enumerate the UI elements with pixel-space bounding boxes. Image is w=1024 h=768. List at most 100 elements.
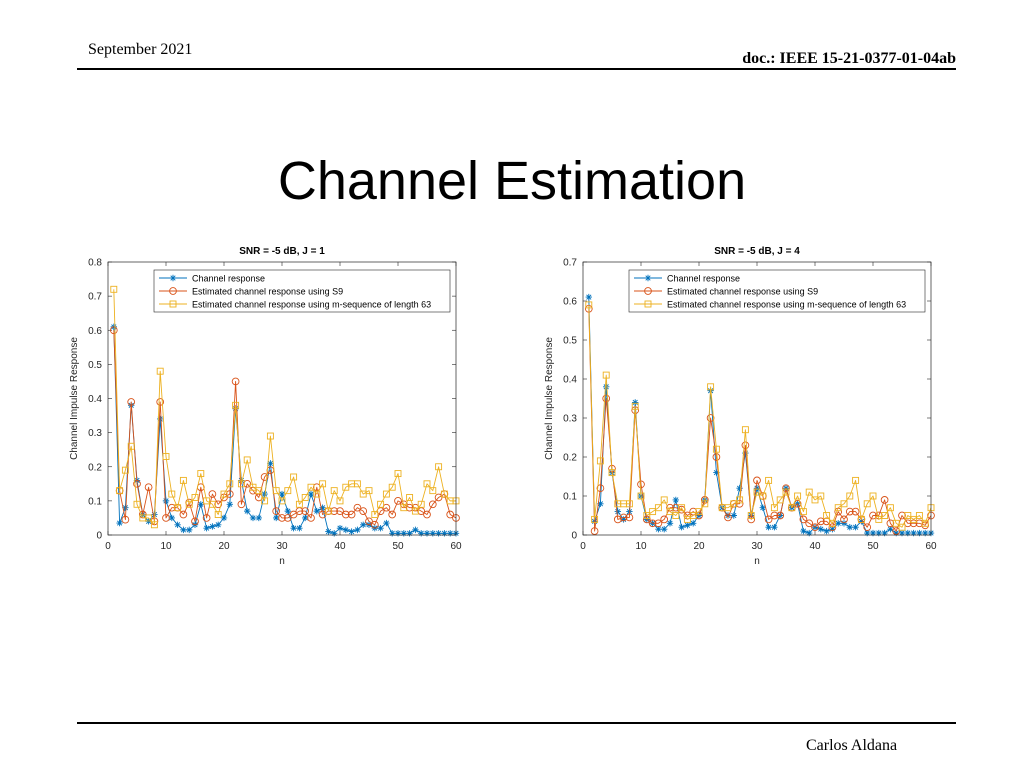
y-tick-label: 0.6 <box>88 326 102 337</box>
series-3-point <box>284 487 292 495</box>
series-2-point <box>648 519 657 528</box>
series-1-point <box>864 529 871 537</box>
series-1-point <box>655 525 662 533</box>
series-3-point <box>133 500 141 508</box>
series-1-point <box>441 530 448 537</box>
series-2-point <box>365 517 373 526</box>
series-1-point <box>226 501 233 508</box>
series-1-point <box>406 530 413 537</box>
series-3-point <box>243 456 251 464</box>
series-1-point <box>186 526 193 534</box>
y-tick-label: 0.1 <box>563 492 577 503</box>
series-1-point <box>904 529 911 537</box>
series-3-point <box>846 492 854 500</box>
legend-entry: Estimated channel response using S9 <box>192 286 343 296</box>
series-3-point <box>197 470 205 478</box>
series-3-point <box>208 500 216 508</box>
series-1-point <box>447 530 454 537</box>
series-1-point <box>418 530 425 537</box>
series-1-point <box>302 514 309 522</box>
series-1-point <box>400 530 407 537</box>
series-1-point <box>325 528 332 535</box>
series-2-point <box>851 507 860 516</box>
y-tick-label: 0.5 <box>88 360 102 371</box>
series-1-point <box>800 527 807 535</box>
series-2-point <box>191 517 199 526</box>
series-3-point <box>660 496 668 504</box>
series-3-point <box>788 504 796 512</box>
series-2-point <box>353 503 362 512</box>
series-3-point <box>266 432 274 440</box>
series-1-point <box>829 525 836 533</box>
series-3-point <box>921 519 929 527</box>
series-3-point <box>145 514 153 522</box>
legend-swatch-marker <box>169 300 177 308</box>
series-2-point <box>370 520 379 529</box>
series-3-point <box>301 494 309 501</box>
series-1-point <box>742 449 749 457</box>
series-3-point <box>336 497 344 505</box>
series-3-point <box>910 515 918 523</box>
series-3-point <box>817 492 825 500</box>
series-3-point <box>417 500 425 508</box>
series-2-point <box>278 514 286 522</box>
series-1-point <box>736 485 743 492</box>
x-tick-label: 50 <box>867 541 879 552</box>
series-3-point <box>272 487 280 495</box>
series-1-point <box>922 529 929 537</box>
series-2-point <box>162 514 170 522</box>
series-1-point <box>840 520 848 527</box>
series-3-point <box>440 490 448 498</box>
series-3-point <box>608 469 616 477</box>
series-3-point <box>411 507 419 515</box>
x-tick-label: 50 <box>392 541 404 552</box>
series-2-point <box>886 519 895 528</box>
legend-box <box>628 269 926 313</box>
series-1-point <box>632 399 639 406</box>
series-1-point <box>331 530 338 537</box>
series-3-point <box>596 457 604 465</box>
series-2-point <box>880 496 889 504</box>
y-tick-label: 0.4 <box>88 394 102 405</box>
header-document-id: doc.: IEEE 15-21-0377-01-04ab <box>742 50 956 67</box>
series-3-point <box>179 476 187 484</box>
series-3-point <box>382 490 390 498</box>
y-tick-label: 0 <box>96 531 102 542</box>
series-2-point <box>237 500 246 509</box>
x-tick-label: 30 <box>276 541 288 552</box>
series-1-point <box>858 518 865 525</box>
series-2-point <box>301 507 310 515</box>
series-1-point <box>898 529 906 537</box>
series-1-point <box>290 524 297 532</box>
legend-box <box>153 269 451 313</box>
series-3-point <box>295 500 303 508</box>
series-1-point <box>666 520 674 527</box>
series-2-point <box>307 514 315 522</box>
series-1-point <box>817 525 824 533</box>
series-3-point <box>307 483 315 491</box>
y-tick-label: 0.6 <box>563 297 577 308</box>
series-1-point <box>360 521 367 528</box>
series-3-point <box>776 496 784 504</box>
series-2-point <box>822 517 831 526</box>
series-3-point <box>678 504 686 512</box>
chart-title: SNR = -5 dB, J = 1 <box>239 246 325 257</box>
series-3-point <box>400 504 408 512</box>
series-3-point <box>724 504 732 512</box>
series-3 <box>110 285 460 529</box>
series-3-point <box>423 480 431 488</box>
series-1-point <box>713 469 720 476</box>
series-1-point <box>690 520 697 527</box>
series-2-point <box>231 377 240 386</box>
series-2-point <box>741 441 750 450</box>
series-1-point <box>267 460 274 467</box>
series-1-point <box>661 525 668 533</box>
series-2-point <box>167 503 176 512</box>
series-1-point <box>678 524 685 531</box>
series-3-point <box>892 519 900 527</box>
series-3-point <box>255 487 263 495</box>
series-3-point <box>602 371 610 379</box>
series-2-point <box>764 515 773 524</box>
series-2-point <box>446 510 455 519</box>
series-3-point <box>753 488 761 496</box>
